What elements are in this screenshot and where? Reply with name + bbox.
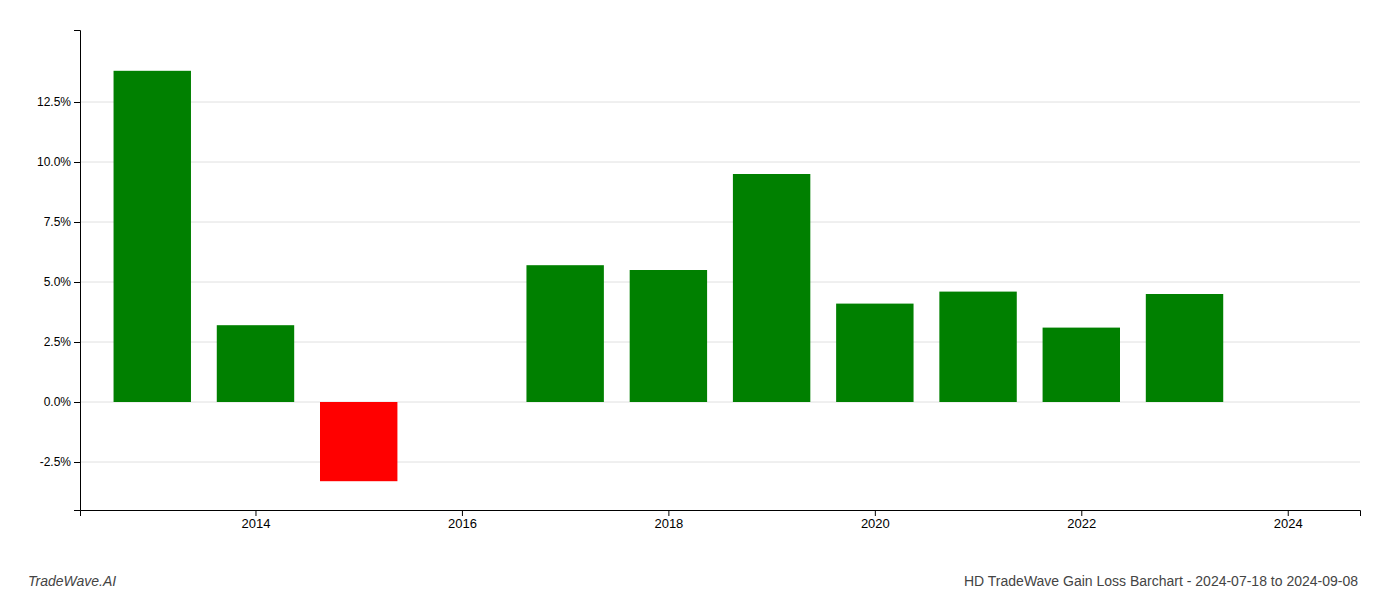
grid-line	[80, 102, 1360, 103]
x-tick-mark	[462, 510, 463, 516]
y-tick: 12.5%	[37, 95, 80, 109]
y-tick-mark	[74, 282, 80, 283]
x-tick-mark	[875, 510, 876, 516]
y-tick-label: 0.0%	[44, 395, 72, 409]
bar	[630, 270, 707, 402]
bar	[217, 325, 294, 402]
x-tick: 2020	[861, 510, 890, 531]
y-tick-mark	[74, 402, 80, 403]
chart: 2014 2016 2018 2020 2022 2024 -2.5% 0.0% 2.5% 5.0…	[0, 0, 1400, 600]
y-tick-label: 12.5%	[37, 95, 71, 109]
plot: 2014 2016 2018 2020 2022 2024 -2.5% 0.0% 2.5% 5.0…	[37, 31, 1361, 532]
y-tick: 2.5%	[44, 335, 80, 349]
x-tick-mark	[255, 510, 256, 516]
x-tick-label: 2022	[1067, 516, 1096, 531]
bars	[114, 71, 1224, 481]
bar	[526, 265, 603, 402]
y-tick-mark	[74, 462, 80, 463]
y-tick: 5.0%	[44, 275, 80, 289]
y-tick: 0.0%	[44, 395, 80, 409]
y-tick-mark	[74, 342, 80, 343]
grid-line	[80, 282, 1360, 283]
x-axis-line	[81, 511, 1361, 517]
y-tick-mark	[74, 162, 80, 163]
y-tick-label: 5.0%	[44, 275, 72, 289]
bar	[939, 292, 1016, 402]
y-tick: 7.5%	[44, 215, 80, 229]
x-tick-mark	[1288, 510, 1289, 516]
x-tick: 2016	[448, 510, 477, 531]
x-tick-label: 2024	[1274, 516, 1303, 531]
grid-line	[80, 162, 1360, 163]
bar	[836, 304, 913, 402]
x-tick: 2024	[1274, 510, 1303, 531]
y-tick-label: 2.5%	[44, 335, 72, 349]
x-tick-mark	[1081, 510, 1082, 516]
x-tick: 2018	[654, 510, 683, 531]
y-tick-label: 7.5%	[44, 215, 72, 229]
bar	[1043, 328, 1120, 402]
y-axis: -2.5% 0.0% 2.5% 5.0% 7.5% 10.0% 12.5%	[37, 31, 81, 511]
x-tick-label: 2016	[448, 516, 477, 531]
y-axis-line	[74, 31, 81, 511]
y-tick-label: 10.0%	[37, 155, 71, 169]
y-tick: 10.0%	[37, 155, 80, 169]
y-tick-mark	[74, 222, 80, 223]
x-axis: 2014 2016 2018 2020 2022 2024	[81, 510, 1361, 531]
bar	[1146, 294, 1223, 402]
y-tick-label: -2.5%	[40, 455, 72, 469]
bar	[320, 402, 397, 481]
x-tick: 2022	[1067, 510, 1096, 531]
x-tick-label: 2014	[242, 516, 271, 531]
x-tick: 2014	[242, 510, 271, 531]
grid-line	[80, 462, 1360, 463]
title: HD TradeWave Gain Loss Barchart - 2024-0…	[964, 573, 1358, 589]
watermark: TradeWave.AI	[28, 573, 116, 589]
x-tick-label: 2020	[861, 516, 890, 531]
grid-line	[80, 222, 1360, 223]
y-tick-mark	[74, 102, 80, 103]
x-tick-label: 2018	[654, 516, 683, 531]
grid	[80, 102, 1360, 462]
x-tick-mark	[668, 510, 669, 516]
y-tick: -2.5%	[40, 455, 80, 469]
bar	[733, 174, 810, 402]
bar	[114, 71, 191, 402]
